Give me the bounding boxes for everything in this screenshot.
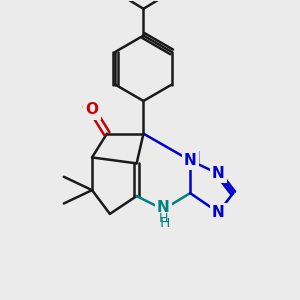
Text: N: N — [214, 206, 226, 221]
Text: N: N — [212, 166, 225, 181]
Text: N: N — [158, 206, 171, 221]
Text: H: H — [160, 216, 170, 230]
Text: N: N — [184, 153, 196, 168]
Text: N: N — [157, 200, 170, 215]
Text: O: O — [81, 101, 94, 116]
Text: N: N — [212, 205, 225, 220]
Text: N: N — [157, 198, 170, 213]
Text: N: N — [214, 165, 226, 180]
Text: O: O — [85, 102, 98, 117]
Text: H: H — [159, 212, 168, 225]
Text: N: N — [187, 152, 200, 166]
